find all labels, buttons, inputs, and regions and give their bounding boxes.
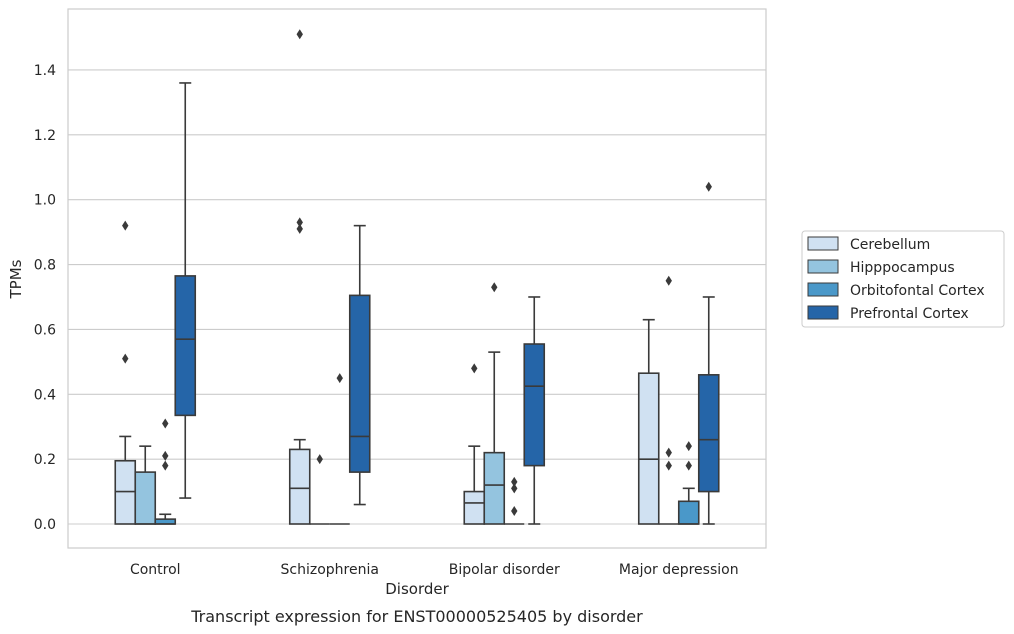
outlier-point	[296, 217, 303, 228]
box-plot	[329, 373, 350, 525]
outlier-point	[122, 353, 129, 364]
y-tick-labels: 0.0 0.2 0.4 0.6 0.8 1.0 1.2 1.4	[34, 63, 56, 533]
y-tick-label: 0.8	[34, 258, 56, 274]
legend-swatch	[807, 305, 839, 320]
legend-frame	[801, 230, 1005, 328]
outlier-point	[296, 223, 303, 234]
outlier-point	[685, 460, 692, 471]
box-plot	[637, 318, 660, 525]
box-plot	[288, 29, 311, 525]
box-iqr	[348, 294, 371, 473]
legend-label: Orbitofontal Cortex	[850, 283, 985, 299]
legend: Cerebellum Hipppocampus Orbitofontal Corte…	[801, 230, 1005, 328]
outlier-point	[665, 447, 672, 458]
y-tick-label: 1.2	[34, 128, 56, 144]
y-tick-label: 1.0	[34, 193, 56, 209]
outlier-point	[705, 181, 712, 192]
x-tick-label: Major depression	[619, 562, 739, 578]
box-plot	[463, 363, 486, 525]
outlier-point	[471, 363, 478, 374]
x-tick-labels: Control Schizophrenia Bipolar disorder Majo…	[130, 562, 739, 578]
box-plot	[348, 224, 371, 506]
outlier-point	[665, 275, 672, 286]
legend-label: Prefrontal Cortex	[850, 306, 969, 322]
outlier-point	[685, 441, 692, 452]
legend-swatch	[807, 259, 839, 274]
plot-area-frame	[67, 8, 767, 549]
legend-label: Hipppocampus	[850, 260, 955, 276]
box-iqr	[677, 500, 700, 525]
y-tick-label: 0.2	[34, 452, 56, 468]
x-tick-label: Schizophrenia	[281, 562, 379, 578]
y-tick-label: 1.4	[34, 63, 56, 79]
box-iqr	[523, 343, 546, 467]
box-iqr	[134, 471, 157, 525]
outlier-point	[511, 483, 518, 494]
box-iqr	[114, 459, 137, 525]
outlier-point	[162, 418, 169, 429]
outlier-point	[491, 282, 498, 293]
box-iqr	[174, 275, 197, 417]
x-axis-title: Disorder	[385, 580, 449, 598]
box-plot	[154, 418, 177, 525]
box-iqr	[483, 451, 506, 525]
x-tick-label: Bipolar disorder	[449, 562, 560, 578]
legend-swatch	[807, 282, 839, 297]
y-axis-title: TPMs	[7, 259, 25, 299]
legend-label: Cerebellum	[850, 237, 930, 253]
legend-swatch	[807, 236, 839, 251]
box-plot	[483, 282, 506, 525]
y-tick-label: 0.6	[34, 322, 56, 338]
box-plot	[504, 476, 525, 525]
outlier-point	[162, 460, 169, 471]
box-plot	[523, 296, 546, 525]
outlier-point	[296, 29, 303, 40]
outlier-point	[122, 220, 129, 231]
box-plot	[658, 275, 679, 525]
outlier-point	[511, 476, 518, 487]
outlier-point	[336, 373, 343, 384]
outlier-point	[316, 454, 323, 465]
outlier-point	[665, 460, 672, 471]
outlier-point	[511, 506, 518, 517]
box-plot	[677, 441, 700, 525]
x-tick-label: Control	[130, 562, 181, 578]
box-plot	[134, 445, 157, 525]
y-tick-label: 0.0	[34, 517, 56, 533]
box-iqr	[637, 372, 660, 525]
y-tick-label: 0.4	[34, 387, 56, 403]
box-iqr	[288, 448, 311, 525]
box-plot	[174, 82, 197, 499]
box-plot	[697, 181, 720, 525]
chart-caption: Transcript expression for ENST0000052540…	[190, 607, 643, 626]
box-iqr	[463, 490, 486, 525]
box-iqr	[697, 374, 720, 493]
box-plot	[309, 454, 330, 525]
box-plots	[114, 29, 720, 525]
outlier-point	[162, 450, 169, 461]
